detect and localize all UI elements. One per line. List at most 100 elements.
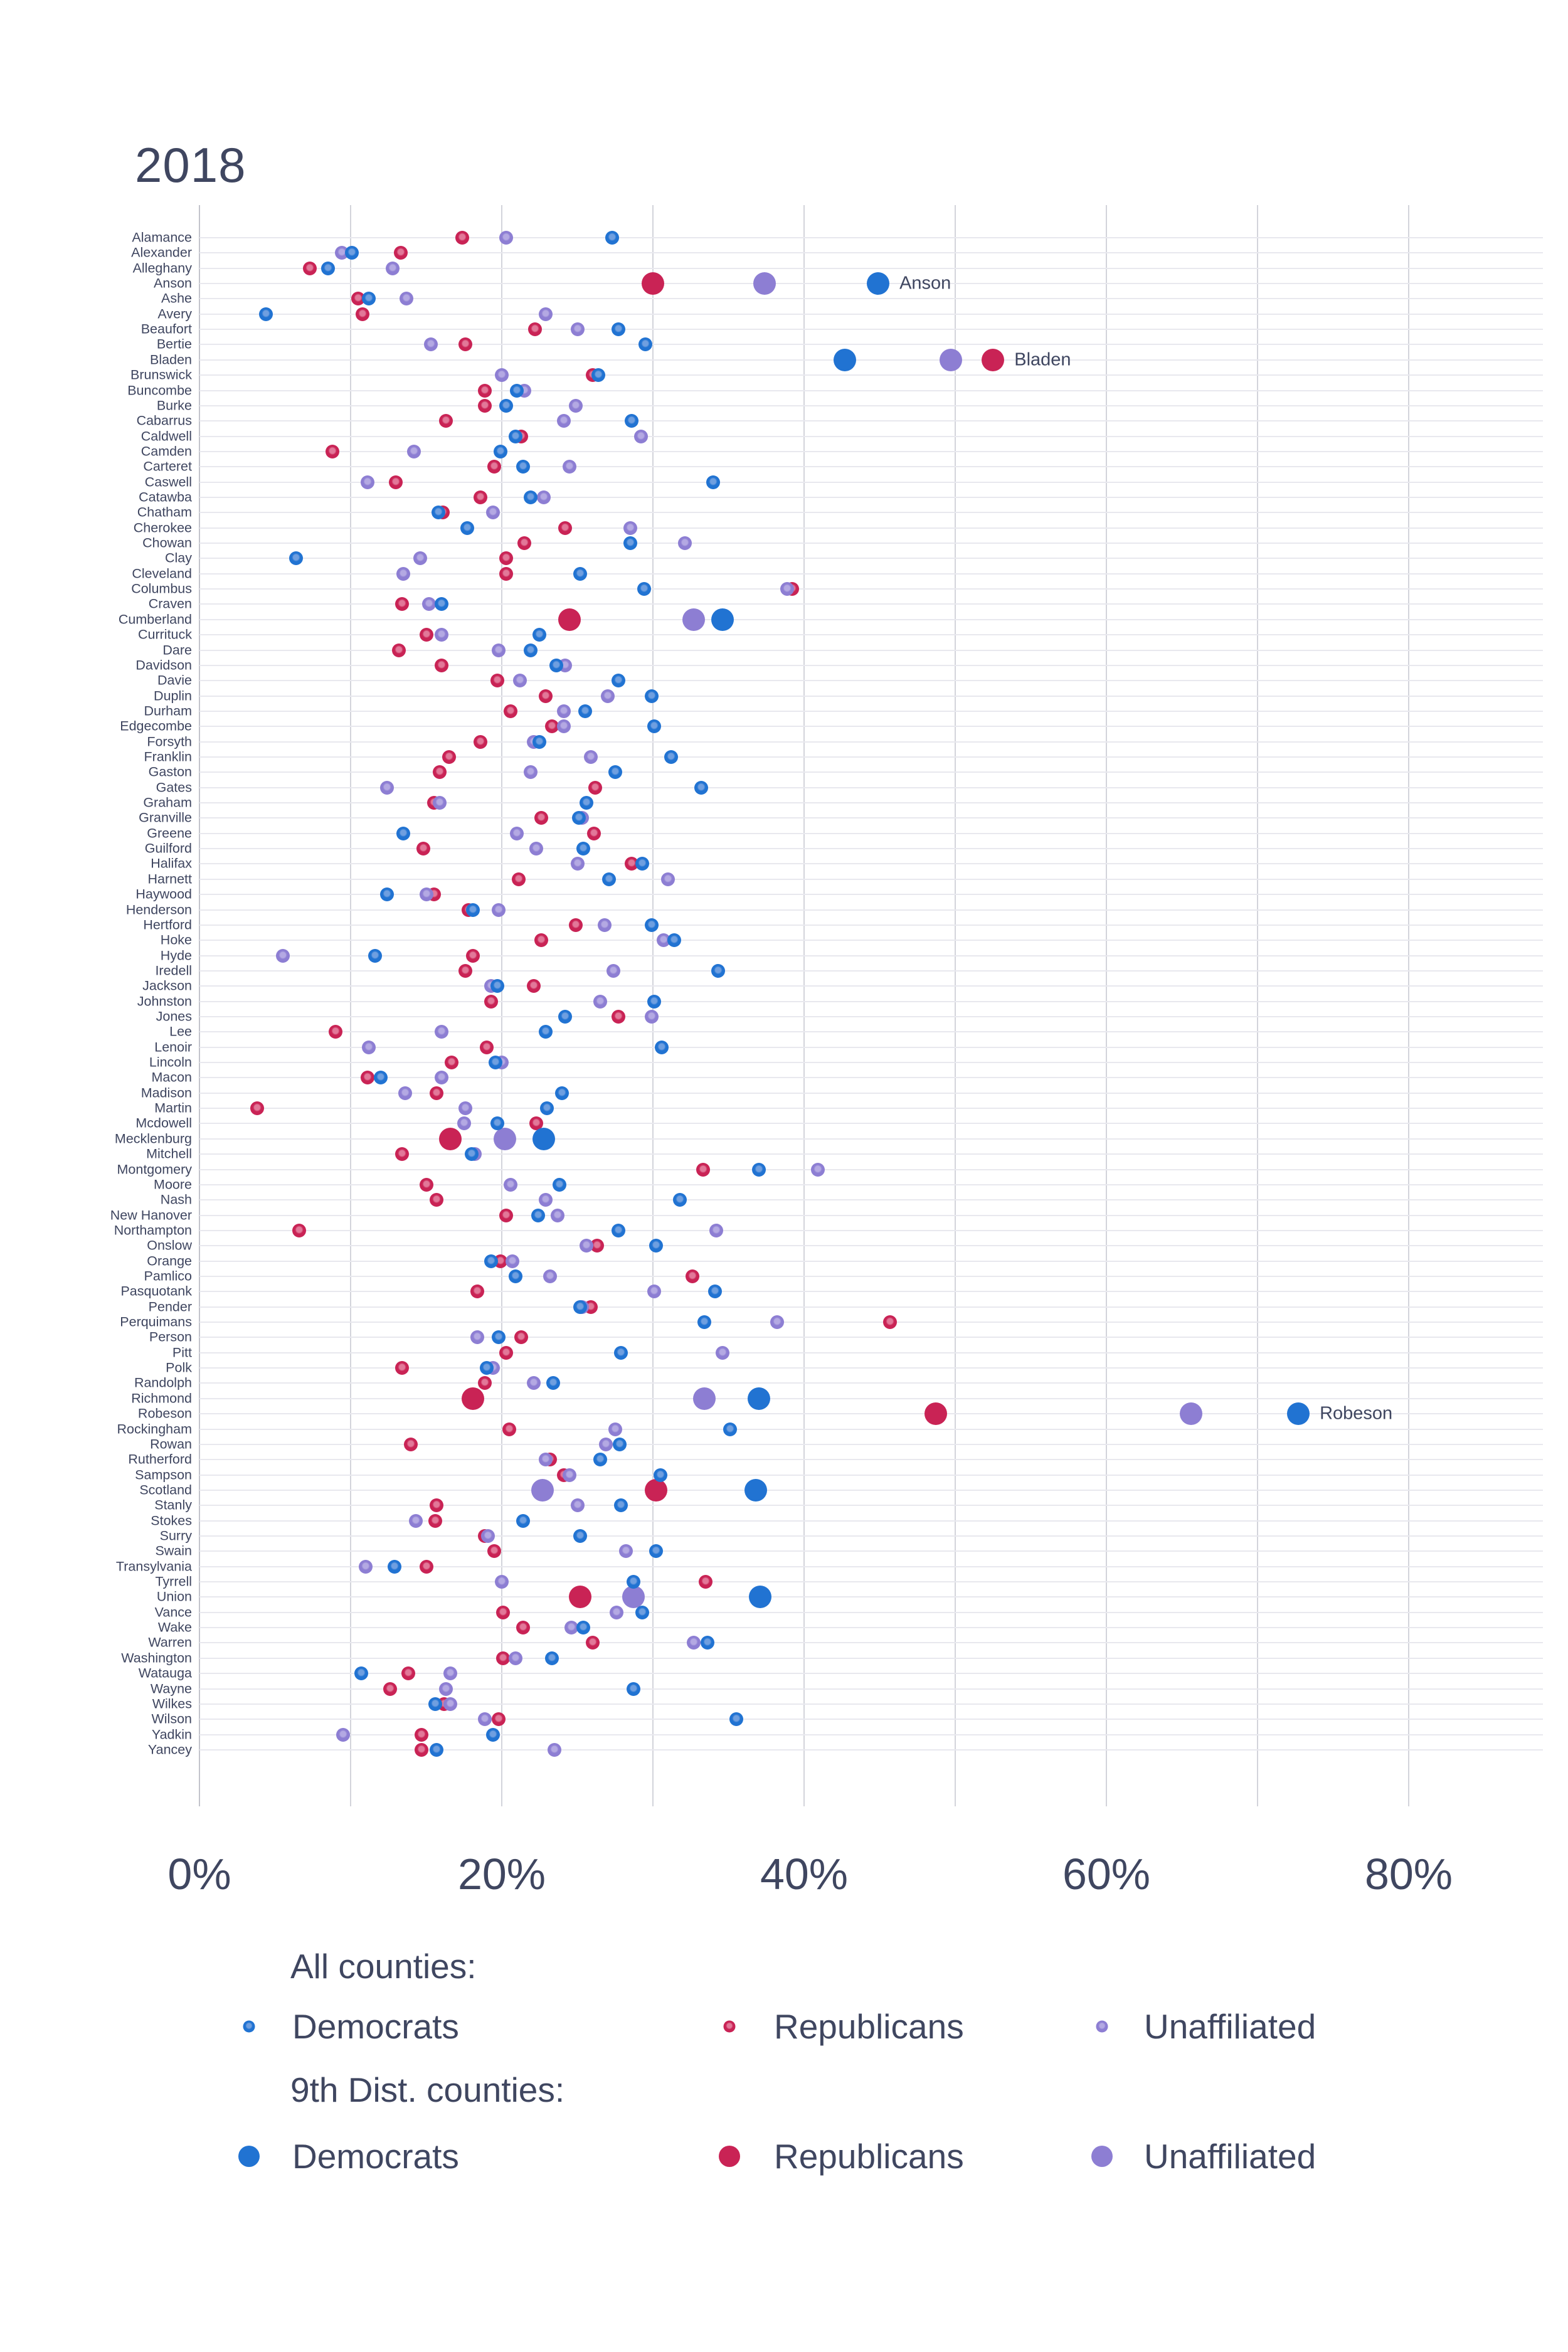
county-label: Davidson <box>135 657 192 673</box>
dot-republicans <box>499 1345 514 1360</box>
dot-democrats <box>558 1010 573 1024</box>
dot-democrats <box>532 734 547 749</box>
row-gridline <box>199 374 1543 376</box>
row-gridline <box>199 1245 1543 1247</box>
dot-republicans <box>430 1086 444 1100</box>
county-label: Yadkin <box>151 1727 192 1742</box>
dot-unaffiliated <box>443 1697 458 1711</box>
legend-label-republicans-all: Republicans <box>774 2007 964 2046</box>
row-gridline <box>199 252 1543 254</box>
row-gridline <box>199 771 1543 773</box>
county-label: Onslow <box>147 1237 192 1253</box>
dot-unaffiliated <box>275 948 290 963</box>
dot-unaffiliated <box>538 1193 553 1207</box>
dot-unaffiliated <box>770 1315 784 1330</box>
legend-dot-democrats-large <box>238 2146 260 2167</box>
dot-democrats <box>644 918 659 932</box>
dot-republicans <box>438 414 453 428</box>
row-gridline <box>199 497 1543 498</box>
row-gridline <box>199 1505 1543 1507</box>
county-label: Hoke <box>160 932 192 948</box>
dot-republicans <box>478 1376 492 1391</box>
county-label: Mitchell <box>146 1146 192 1162</box>
row-gridline <box>199 1489 1543 1491</box>
dot-democrats <box>579 796 593 810</box>
dot-democrats <box>259 307 273 321</box>
dot-unaffiliated <box>600 689 615 703</box>
dot-democrats <box>361 292 376 306</box>
dot-democrats <box>489 1056 503 1070</box>
dot-democrats <box>637 582 651 596</box>
dot-democrats <box>508 1269 522 1283</box>
dot-republicans <box>499 551 514 566</box>
dot-democrats <box>532 628 547 642</box>
legend-label-democrats-9th: Democrats <box>292 2137 459 2176</box>
county-label: Craven <box>148 596 192 612</box>
county-label: Bertie <box>156 336 192 352</box>
row-gridline <box>199 817 1543 819</box>
dot-democrats <box>573 1300 588 1314</box>
dot-unaffiliated <box>438 1682 453 1696</box>
dot-unaffiliated <box>492 903 506 917</box>
dot-republicans <box>625 857 639 871</box>
county-label: Brunswick <box>130 367 192 383</box>
dot-republicans <box>699 1575 713 1589</box>
dot-democrats <box>593 1453 607 1467</box>
dot-republicans <box>392 643 406 657</box>
vertical-gridline-20 <box>501 205 502 1806</box>
x-axis-tick-20: 20% <box>457 1850 546 1899</box>
county-label: Polk <box>166 1360 192 1375</box>
dot-unaffiliated <box>551 1208 565 1222</box>
dot-republicans <box>404 1437 418 1451</box>
dot-unaffiliated <box>610 1605 624 1619</box>
dot-democrats <box>608 765 622 780</box>
dot-democrats <box>523 490 538 504</box>
dot-republicans <box>351 292 366 306</box>
dot-unaffiliated <box>556 719 571 734</box>
county-label: Catawba <box>139 489 192 505</box>
row-gridline <box>199 1428 1543 1430</box>
row-gridline <box>199 1306 1543 1308</box>
dot-republicans <box>526 979 541 993</box>
dot-democrats <box>546 1376 560 1391</box>
dot-unaffiliated <box>443 1666 458 1681</box>
dot-republicans <box>569 918 583 932</box>
dot-republicans <box>883 1315 898 1330</box>
vertical-gridline-70 <box>1257 205 1258 1806</box>
dot-democrats <box>368 948 382 963</box>
dot-republicans <box>611 1010 625 1024</box>
county-label: Cleveland <box>132 566 192 581</box>
dot-democrats <box>591 368 606 383</box>
dot-republicans <box>470 1285 485 1299</box>
dot-democrats <box>485 1727 500 1742</box>
dot-democrats <box>516 1513 530 1528</box>
county-label: Surry <box>159 1528 192 1544</box>
county-label: Chatham <box>137 504 192 520</box>
dot-unaffiliated <box>569 398 583 413</box>
row-gridline <box>199 1229 1543 1231</box>
row-gridline <box>199 1459 1543 1461</box>
dot-republicans <box>430 1193 444 1207</box>
dot-republicans <box>474 490 488 504</box>
dot-republicans <box>328 1025 342 1039</box>
dot-democrats <box>499 398 514 413</box>
county-label: Ashe <box>161 290 192 306</box>
dot-unaffiliated-9th-district <box>1179 1402 1202 1426</box>
county-label: Franklin <box>144 749 192 765</box>
row-gridline <box>199 267 1543 269</box>
dot-democrats <box>635 1605 650 1619</box>
dot-republicans-9th-district <box>982 348 1005 371</box>
dot-republicans-9th-district <box>439 1127 462 1150</box>
dot-unaffiliated <box>563 1468 577 1482</box>
legend-label-democrats-all: Democrats <box>292 2007 459 2046</box>
county-label: Rowan <box>150 1436 192 1452</box>
dot-unaffiliated <box>644 1010 659 1024</box>
dot-republicans <box>696 1162 710 1177</box>
county-label: Washington <box>121 1650 192 1666</box>
dot-unaffiliated <box>656 933 670 948</box>
county-label: Lincoln <box>149 1054 192 1070</box>
dot-unaffiliated <box>336 1727 350 1742</box>
dot-democrats <box>635 857 650 871</box>
legend-header-9th-dist: 9th Dist. counties: <box>290 2070 565 2109</box>
dot-unaffiliated <box>538 1453 553 1467</box>
